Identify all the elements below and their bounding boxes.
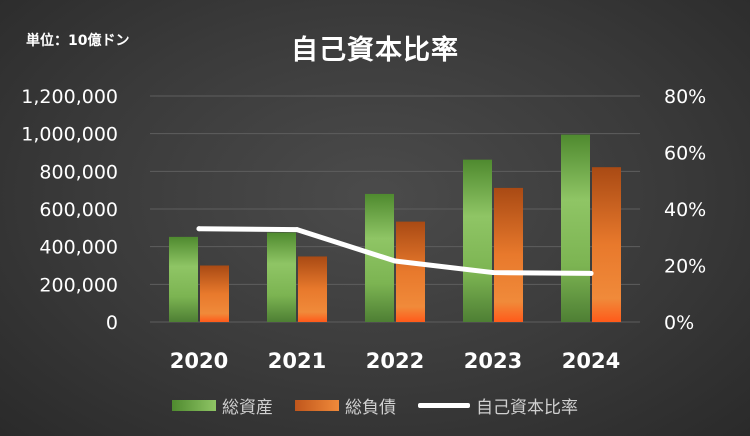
legend-label-equity-ratio: 自己資本比率 bbox=[476, 398, 578, 418]
x-category-label: 2023 bbox=[464, 349, 522, 373]
legend-swatch-liabilities bbox=[295, 400, 339, 411]
y-left-tick-label: 1,200,000 bbox=[21, 86, 118, 108]
bar-total-assets bbox=[267, 232, 296, 322]
bar-total-liabilities bbox=[298, 256, 327, 322]
line-point-equity-ratio bbox=[588, 270, 594, 276]
bar-total-liabilities bbox=[200, 265, 229, 322]
legend-item-liabilities: 総負債 bbox=[295, 393, 396, 418]
bar-total-assets bbox=[561, 134, 590, 322]
line-point-equity-ratio bbox=[196, 226, 202, 232]
y-left-tick-label: 600,000 bbox=[39, 199, 118, 221]
y-right-tick-label: 0% bbox=[664, 312, 694, 334]
bar-total-assets bbox=[463, 159, 492, 322]
bar-total-liabilities bbox=[592, 167, 621, 322]
legend-label-liabilities: 総負債 bbox=[345, 398, 396, 418]
legend-label-assets: 総資産 bbox=[222, 398, 273, 418]
y-left-tick-label: 1,000,000 bbox=[21, 124, 118, 146]
y-right-tick-label: 20% bbox=[664, 256, 706, 278]
y-right-tick-label: 40% bbox=[664, 199, 706, 221]
chart-title: 自己資本比率 bbox=[291, 35, 459, 66]
x-category-label: 2021 bbox=[268, 349, 326, 373]
line-point-equity-ratio bbox=[490, 270, 496, 276]
legend-item-equity-ratio: 自己資本比率 bbox=[418, 393, 578, 418]
y-right-tick-label: 80% bbox=[664, 86, 706, 108]
bar-total-liabilities bbox=[396, 221, 425, 322]
legend-swatch-equity-ratio bbox=[418, 403, 470, 408]
x-category-label: 2024 bbox=[562, 349, 620, 373]
x-category-label: 2022 bbox=[366, 349, 424, 373]
bar-total-liabilities bbox=[494, 187, 523, 322]
line-point-equity-ratio bbox=[294, 227, 300, 233]
y-right-tick-label: 60% bbox=[664, 143, 706, 165]
line-equity-ratio bbox=[196, 226, 594, 276]
legend-swatch-assets bbox=[172, 400, 216, 411]
bar-total-assets bbox=[169, 236, 198, 322]
unit-label: 単位：10億ドン bbox=[26, 33, 130, 49]
y-left-tick-label: 0 bbox=[106, 312, 118, 334]
legend: 総資産 総負債 自己資本比率 bbox=[0, 393, 750, 418]
legend-item-assets: 総資産 bbox=[172, 393, 273, 418]
line-point-equity-ratio bbox=[392, 258, 398, 264]
y-left-tick-label: 200,000 bbox=[39, 274, 118, 296]
y-left-tick-label: 400,000 bbox=[39, 237, 118, 259]
x-category-label: 2020 bbox=[170, 349, 228, 373]
y-left-tick-label: 800,000 bbox=[39, 161, 118, 183]
